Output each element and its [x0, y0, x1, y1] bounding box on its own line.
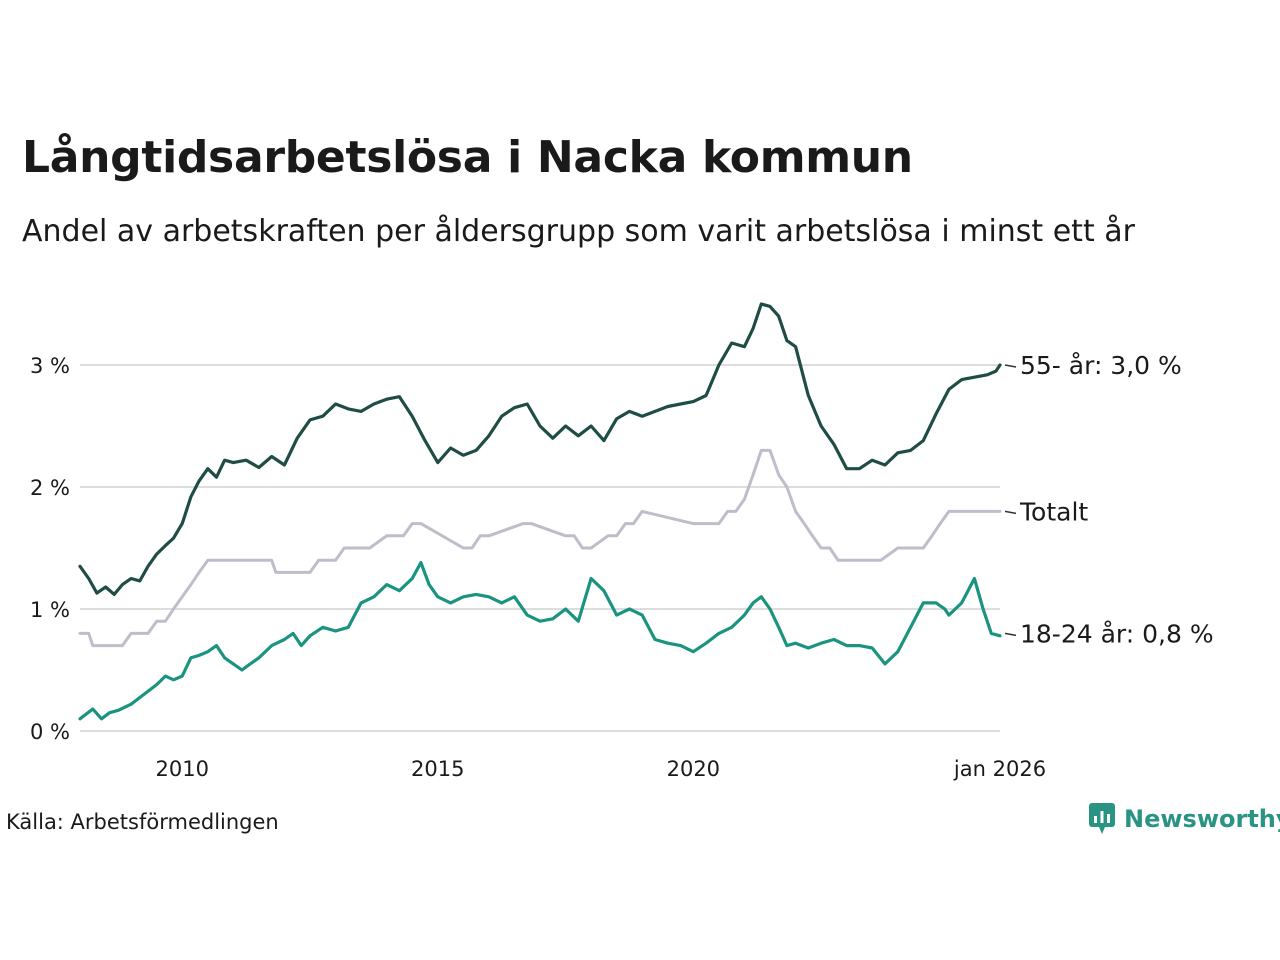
- y-tick-label-1: 1 %: [30, 598, 70, 622]
- label-18-24: 18-24 år: 0,8 %: [1020, 619, 1214, 648]
- y-tick-label-3: 3 %: [30, 354, 70, 378]
- chart-title: Långtidsarbetslösa i Nacka kommun: [22, 132, 913, 183]
- chart-subtitle: Andel av arbetskraften per åldersgrupp s…: [22, 214, 1135, 249]
- y-tick-label-2: 2 %: [30, 476, 70, 500]
- label-55: 55- år: 3,0 %: [1020, 351, 1182, 380]
- brand-name: Newsworthy: [1124, 805, 1280, 833]
- newsworthy-logo: Newsworthy: [1088, 802, 1280, 836]
- label-totalt-connector: [1004, 510, 1017, 515]
- series-lines: [78, 302, 1002, 721]
- source-note: Källa: Arbetsförmedlingen: [6, 810, 279, 834]
- x-tick-label-1: 2015: [411, 757, 464, 781]
- line-18-24: [78, 560, 1002, 721]
- newsworthy-icon: [1089, 803, 1115, 834]
- x-tick-label-0: 2010: [155, 757, 208, 781]
- x-tick-label-3: jan 2026: [953, 757, 1046, 781]
- series-labels: 55- år: 3,0 % Totalt 18-24 år: 0,8 %: [1004, 351, 1214, 648]
- x-axis-ticks: 2010 2015 2020 jan 2026: [155, 757, 1046, 781]
- gridlines: [80, 364, 1000, 732]
- label-18-24-connector: [1004, 632, 1017, 637]
- y-tick-label-0: 0 %: [30, 720, 70, 744]
- label-55-connector: [1004, 364, 1017, 368]
- label-totalt: Totalt: [1019, 497, 1088, 526]
- line-totalt: [78, 448, 1002, 648]
- line-55: [78, 302, 1002, 597]
- y-axis-ticks: 0 % 1 % 2 % 3 %: [30, 354, 70, 744]
- x-tick-label-2: 2020: [667, 757, 720, 781]
